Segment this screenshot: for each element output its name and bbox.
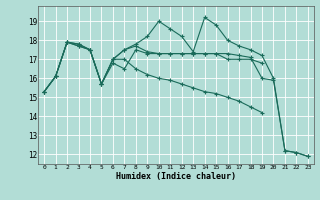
X-axis label: Humidex (Indice chaleur): Humidex (Indice chaleur) — [116, 172, 236, 181]
